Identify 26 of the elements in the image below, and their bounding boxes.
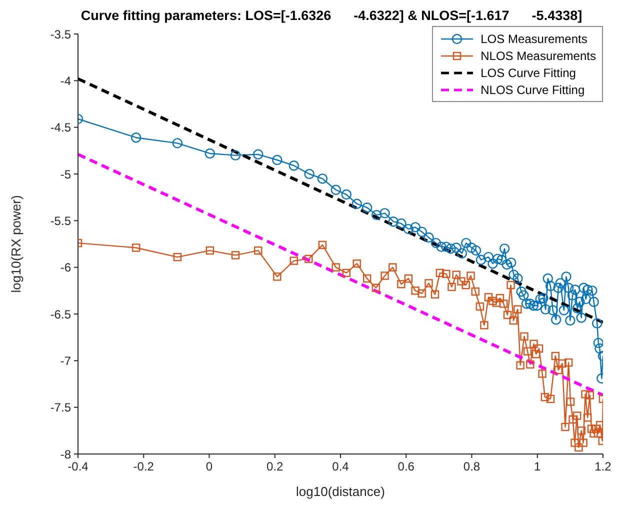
x-tick-label: 1.2 <box>594 460 612 474</box>
y-tick-label: -5.5 <box>50 214 72 228</box>
y-tick-label: -4 <box>60 74 72 88</box>
x-tick-label: 1 <box>534 460 542 474</box>
legend-label: LOS Curve Fitting <box>480 66 576 80</box>
y-tick-label: -4.5 <box>50 120 72 135</box>
x-tick-label: 0.6 <box>398 460 415 474</box>
y-tick-label: -6 <box>60 260 72 275</box>
y-tick-label: -5 <box>60 167 72 182</box>
y-tick-label: -7.5 <box>50 400 72 415</box>
x-tick-label: -0.4 <box>68 460 89 474</box>
y-tick-label: -8 <box>60 447 72 462</box>
y-axis-title: log10(RX power) <box>8 195 24 293</box>
legend-label: NLOS Curve Fitting <box>480 82 585 96</box>
x-axis-title: log10(distance) <box>296 484 385 499</box>
y-tick-label: -7 <box>60 354 72 368</box>
x-tick-label: 0.4 <box>332 460 350 474</box>
x-tick-label: 0 <box>206 460 213 474</box>
y-tick-label: -6.5 <box>50 307 72 322</box>
y-tick-label: -3.5 <box>50 27 72 42</box>
legend-label: NLOS Measurements <box>480 48 596 62</box>
x-tick-label: -0.2 <box>133 460 154 474</box>
chart-title: Curve fitting parameters: LOS=[-1.6326 -4.6322] & NLOS=[-1.617 -5.4338] <box>80 8 584 24</box>
legend-label: LOS Measurements <box>480 32 588 46</box>
x-tick-label: 0.2 <box>266 460 284 474</box>
x-tick-label: 0.8 <box>463 460 480 474</box>
